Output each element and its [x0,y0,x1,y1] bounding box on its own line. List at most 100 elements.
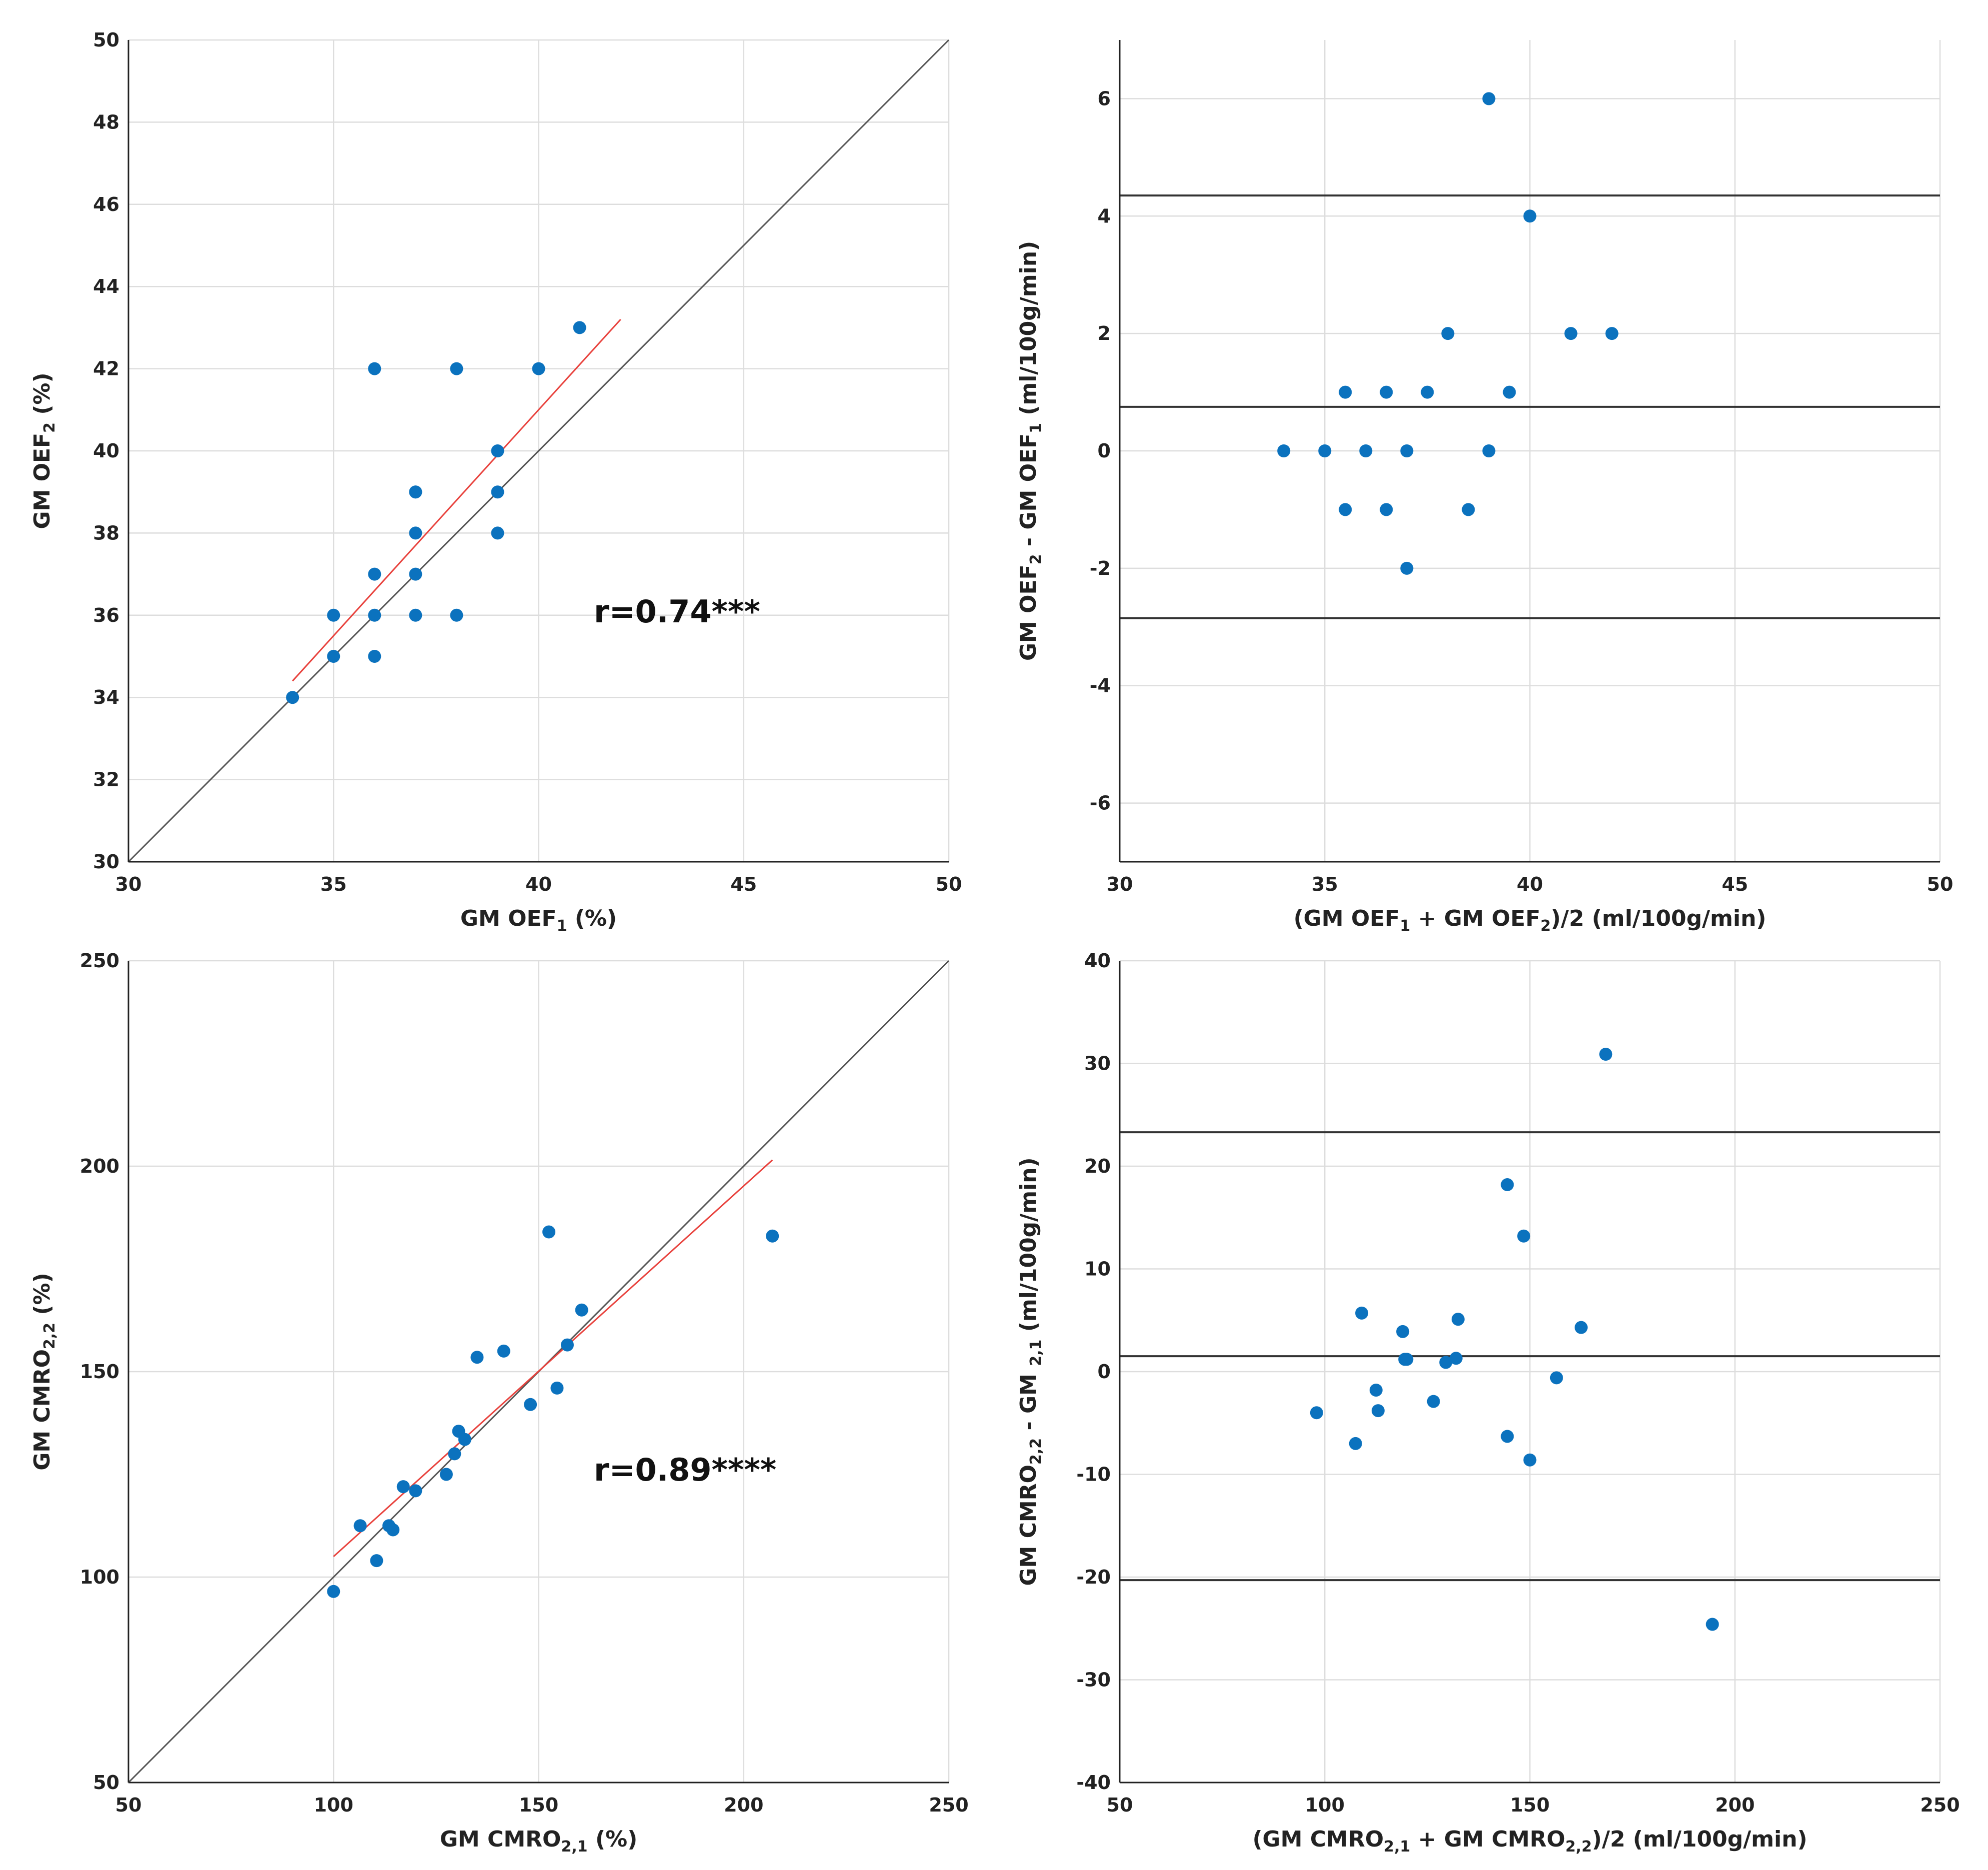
regression-fit-line [333,1159,773,1558]
data-point [1517,1229,1531,1243]
data-point [491,444,504,457]
cmro-scatter-panel: 50 100 150 200 250 50 100 150 200 250 GM CMRO2,1 (… [29,950,969,1856]
x-tick-label: 150 [1510,1794,1550,1816]
x-tick-label: 30 [115,873,142,895]
data-point [1421,385,1434,399]
x-tick-label: 50 [1927,873,1954,895]
data-point [1706,1618,1719,1631]
regression-fit-line [292,318,621,682]
x-tick-label: 30 [1107,873,1133,895]
x-tick-label: 40 [525,873,552,895]
y-tick-label: 40 [1084,950,1111,972]
data-point [458,1433,471,1446]
data-point [766,1229,779,1243]
x-axis-title: (GM CMRO2,1 + GM CMRO2,2)/2 (ml/100g/min… [1252,1827,1807,1856]
y-tick-label: 0 [1098,440,1111,462]
data-point [1396,1325,1410,1338]
data-point [450,608,463,622]
x-tick-label: 200 [724,1794,763,1816]
y-axis-title: GM CMRO2,2 - GM 2,1 (ml/100g/min) [1016,1157,1045,1586]
y-axis-title: GM CMRO2,2 (%) [29,1273,58,1470]
data-point [1605,327,1619,340]
y-tick-label: 2 [1098,322,1111,344]
correlation-annotation: r=0.89**** [594,1452,776,1488]
data-point [409,526,422,540]
y-tick-label: 32 [93,769,119,791]
x-axis-title: (GM OEF1 + GM OEF2)/2 (ml/100g/min) [1294,906,1767,935]
y-tick-label: 38 [93,522,119,544]
y-tick-label: 44 [93,275,119,297]
x-tick-label: 250 [1920,1794,1960,1816]
data-point [1369,1383,1383,1397]
data-point [532,362,545,375]
identity-line [127,39,950,863]
x-tick-label: 35 [1312,873,1338,895]
x-axis-title: GM CMRO2,1 (%) [440,1827,637,1856]
data-point [1482,92,1496,105]
data-point [1277,444,1291,457]
y-tick-label: -4 [1090,675,1111,697]
data-point [368,650,381,663]
x-tick-label: 40 [1517,873,1543,895]
data-point [1339,503,1352,516]
data-point [1427,1395,1440,1408]
data-point [573,321,586,334]
y-tick-label: 0 [1098,1361,1111,1383]
data-point [470,1351,484,1364]
y-tick-label: 100 [80,1566,119,1588]
data-point [1449,1352,1463,1365]
y-tick-label: 30 [1084,1053,1111,1075]
data-point [550,1381,564,1395]
data-point [386,1523,400,1537]
correlation-annotation: r=0.74*** [594,593,760,630]
data-point [1550,1371,1563,1385]
data-point [439,1468,453,1481]
y-axis-title: GM OEF2 (%) [29,372,58,529]
y-tick-label: 50 [93,1772,119,1794]
y-tick-label: 20 [1084,1155,1111,1177]
data-point [1462,503,1475,516]
data-point [448,1447,461,1461]
x-tick-label: 50 [115,1794,142,1816]
y-tick-label: 42 [93,358,119,380]
y-tick-label: 30 [93,851,119,873]
x-tick-label: 200 [1715,1794,1755,1816]
x-tick-label: 250 [929,1794,968,1816]
y-tick-label: 6 [1098,87,1111,109]
data-point [1400,561,1414,575]
data-point [327,1585,340,1598]
x-tick-label: 100 [314,1794,353,1816]
y-tick-label: 40 [93,440,119,462]
y-tick-label: 48 [93,111,119,133]
data-point [1380,385,1393,399]
data-point [560,1338,574,1352]
data-point [1400,1353,1414,1366]
data-point [1523,209,1537,223]
data-point [450,362,463,375]
data-point [1318,444,1332,457]
data-point [1482,444,1496,457]
y-tick-label: 4 [1098,205,1111,227]
data-point [286,691,299,704]
data-point [1564,327,1578,340]
data-point [497,1344,510,1358]
x-tick-label: 50 [936,873,962,895]
y-tick-label: -6 [1090,792,1111,814]
data-point [524,1398,537,1411]
cmro-bland-altman-panel: 50 100 150 200 250 -40 -30 -20 -10 0 10 20 30 40 (GM C… [1016,950,1960,1856]
data-point [327,608,340,622]
y-tick-label: 150 [80,1361,119,1383]
data-point [409,1484,422,1498]
y-tick-label: -2 [1090,557,1111,579]
y-tick-label: 200 [80,1155,119,1177]
y-tick-label: 250 [80,950,119,972]
data-point [542,1225,556,1239]
data-point [396,1480,410,1494]
data-point [1310,1406,1323,1420]
data-point [1503,385,1516,399]
data-point [1523,1453,1537,1467]
data-point [1380,503,1393,516]
data-point [409,608,422,622]
x-tick-label: 45 [1722,873,1748,895]
